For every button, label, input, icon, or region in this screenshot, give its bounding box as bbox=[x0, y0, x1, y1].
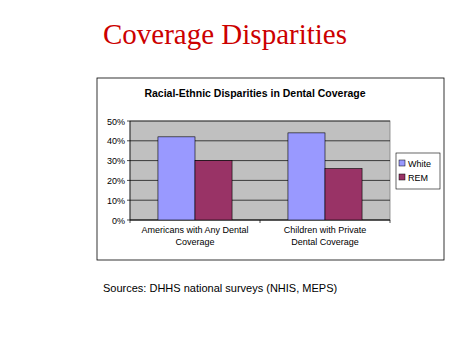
y-tick bbox=[127, 220, 130, 221]
bar bbox=[325, 169, 362, 220]
page: Coverage Disparities Racial-Ethnic Dispar… bbox=[0, 0, 450, 338]
y-tick bbox=[127, 160, 130, 161]
source-note: Sources: DHHS national surveys (NHIS, ME… bbox=[103, 282, 337, 294]
x-tick-label: Americans with Any Dental Coverage bbox=[141, 225, 248, 247]
x-tick bbox=[130, 220, 131, 223]
x-tick-label-line: Children with Private bbox=[284, 225, 367, 235]
y-tick bbox=[127, 121, 130, 122]
y-tick-label: 20% bbox=[107, 176, 125, 186]
y-tick bbox=[127, 180, 130, 181]
x-tick-label-line: Dental Coverage bbox=[291, 237, 359, 247]
legend-swatch bbox=[399, 174, 405, 180]
grid-line bbox=[130, 121, 390, 122]
y-tick-label: 30% bbox=[107, 156, 125, 166]
slide: Coverage Disparities Racial-Ethnic Dispar… bbox=[0, 0, 450, 338]
chart-frame bbox=[97, 78, 444, 260]
legend-box bbox=[396, 153, 440, 189]
legend-label: White bbox=[408, 159, 431, 169]
plot-area bbox=[130, 121, 390, 220]
x-tick-label-line: Coverage bbox=[175, 237, 214, 247]
y-tick-label: 50% bbox=[107, 117, 125, 127]
bar bbox=[195, 161, 232, 220]
y-tick bbox=[127, 140, 130, 141]
chart-title: Racial-Ethnic Disparities in Dental Cove… bbox=[144, 87, 365, 99]
x-tick-label: Children with Private Dental Coverage bbox=[284, 225, 367, 247]
bars bbox=[158, 133, 362, 220]
y-axis bbox=[130, 121, 131, 220]
x-tick bbox=[260, 220, 261, 223]
y-tick-label: 40% bbox=[107, 136, 125, 146]
slide-title: Coverage Disparities bbox=[103, 18, 347, 50]
legend-label: REM bbox=[408, 173, 428, 183]
y-tick-label: 10% bbox=[107, 196, 125, 206]
y-tick bbox=[127, 200, 130, 201]
x-tick bbox=[390, 220, 391, 223]
y-tick-label: 0% bbox=[112, 216, 125, 226]
bar bbox=[288, 133, 325, 220]
legend-swatch bbox=[399, 160, 405, 166]
x-tick-label-line: Americans with Any Dental bbox=[141, 225, 248, 235]
bar bbox=[158, 137, 195, 220]
